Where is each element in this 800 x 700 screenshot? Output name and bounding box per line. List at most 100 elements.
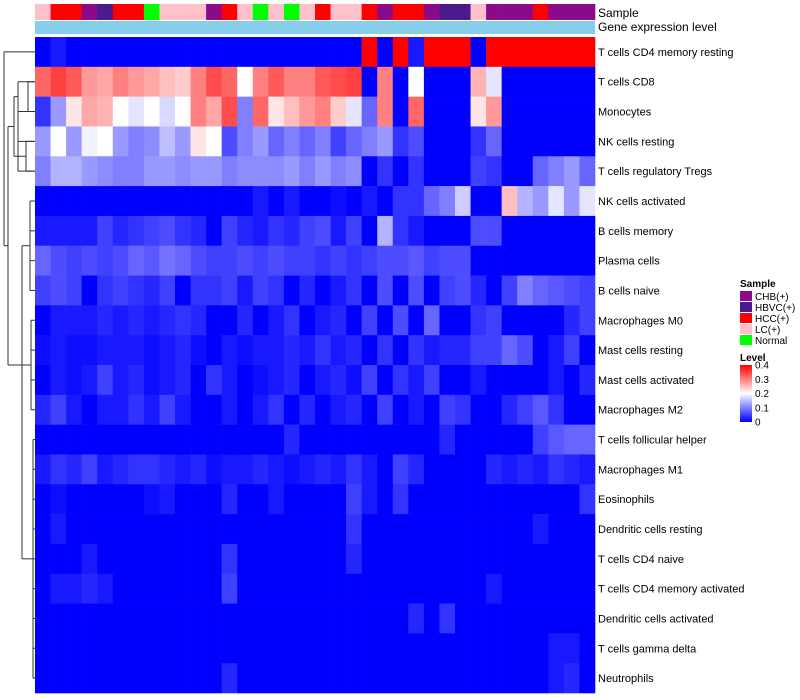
heatmap-cell [563, 663, 580, 694]
heatmap-cell [455, 365, 471, 396]
heatmap-cell [392, 514, 409, 545]
heatmap-cell [206, 245, 222, 276]
heatmap-cell [330, 66, 347, 97]
row-label: Macrophages M0 [598, 315, 683, 327]
heatmap-cell [548, 275, 565, 306]
heatmap-cell [206, 603, 222, 634]
heatmap-cell [50, 275, 67, 306]
heatmap-cell [563, 96, 580, 127]
heatmap-cell [252, 275, 269, 306]
heatmap-cell [175, 663, 191, 694]
heatmap-cell [66, 275, 82, 306]
heatmap-cell [361, 454, 378, 485]
heatmap-cell [579, 454, 596, 485]
heatmap-cell [346, 543, 362, 575]
heatmap-cell [143, 543, 160, 575]
heatmap-cell [330, 126, 347, 157]
heatmap-cell [501, 603, 518, 634]
heatmap-cell [501, 663, 518, 694]
row-label: Macrophages M1 [598, 464, 683, 476]
heatmap-cell [237, 663, 254, 694]
heatmap-cell [237, 573, 254, 604]
heatmap-cell [315, 424, 331, 455]
heatmap-cell [299, 663, 316, 694]
heatmap-cell [439, 245, 456, 276]
sample-annotation-cell [97, 4, 114, 20]
sample-legend-title: Sample [740, 279, 776, 290]
row-label: NK cells resting [598, 136, 674, 148]
legend-item-label: Normal [755, 336, 787, 347]
row-labels: T cells CD4 memory resting T cells CD8 Mon… [598, 47, 745, 685]
heatmap-cell [408, 663, 425, 694]
heatmap-cell [143, 96, 160, 127]
heatmap-cell [190, 663, 207, 694]
heatmap-cell [501, 126, 518, 157]
heatmap-cell [190, 394, 207, 425]
heatmap-cell [532, 663, 549, 694]
heatmap-cell [206, 96, 222, 127]
heatmap-cell [283, 394, 300, 425]
heatmap-cell [81, 365, 98, 396]
heatmap-cell [501, 484, 518, 515]
heatmap-cell [470, 215, 487, 247]
row-label: T cells CD4 naive [598, 554, 684, 566]
heatmap-cell [517, 484, 534, 515]
heatmap-cell [112, 424, 129, 455]
heatmap-cell [299, 514, 316, 545]
heatmap-cell [439, 603, 456, 634]
heatmap-cell [175, 126, 191, 157]
heatmap-cell [548, 603, 565, 634]
heatmap-cell [377, 514, 394, 545]
heatmap-cell [563, 633, 580, 664]
heatmap-cell [517, 514, 534, 545]
heatmap-cell [501, 633, 518, 664]
heatmap-cell [268, 126, 285, 157]
heatmap-cell [563, 394, 580, 425]
heatmap-cell [361, 275, 378, 306]
heatmap-cell [579, 543, 596, 575]
heatmap-cell [206, 514, 222, 545]
sample-annotation-cell [470, 4, 487, 20]
heatmap-cell [423, 156, 440, 187]
heatmap-cell [579, 663, 596, 694]
heatmap-cell [517, 663, 534, 694]
heatmap-cell [97, 37, 114, 68]
heatmap-cell [501, 454, 518, 485]
heatmap-cell [346, 663, 362, 694]
heatmap-cell [408, 186, 425, 217]
heatmap-cell [455, 424, 471, 455]
heatmap-cell [346, 394, 362, 425]
heatmap-cell [50, 484, 67, 515]
heatmap-cell [35, 215, 51, 247]
heatmap-cell [112, 543, 129, 575]
heatmap-cell [97, 245, 114, 276]
heatmap-cell [66, 663, 82, 694]
heatmap-cell [579, 424, 596, 455]
heatmap-cell [548, 305, 565, 336]
row-label: Plasma cells [598, 256, 660, 268]
heatmap-cell [159, 573, 176, 604]
heatmap-cell [35, 603, 51, 634]
heatmap-cell [97, 454, 114, 485]
heatmap-cell [346, 126, 362, 157]
heatmap-cell [252, 454, 269, 485]
heatmap-cell [175, 96, 191, 127]
heatmap-cell [35, 156, 51, 187]
heatmap-cell [159, 126, 176, 157]
sample-annotation-cell [283, 4, 300, 20]
heatmap-cell [143, 365, 160, 396]
heatmap-cell [81, 633, 98, 664]
heatmap-cell [455, 186, 471, 217]
heatmap-cell [532, 603, 549, 634]
heatmap-cell [579, 573, 596, 604]
heatmap-cell [252, 365, 269, 396]
heatmap-cell [206, 37, 222, 68]
sample-annotation-cell [501, 4, 518, 20]
sample-annotation-cell [159, 4, 176, 20]
heatmap-cell [361, 424, 378, 455]
heatmap-cell [66, 394, 82, 425]
heatmap-cell [50, 633, 67, 664]
heatmap-cell [470, 663, 487, 694]
heatmap-cell [66, 573, 82, 604]
heatmap-cell [66, 37, 82, 68]
